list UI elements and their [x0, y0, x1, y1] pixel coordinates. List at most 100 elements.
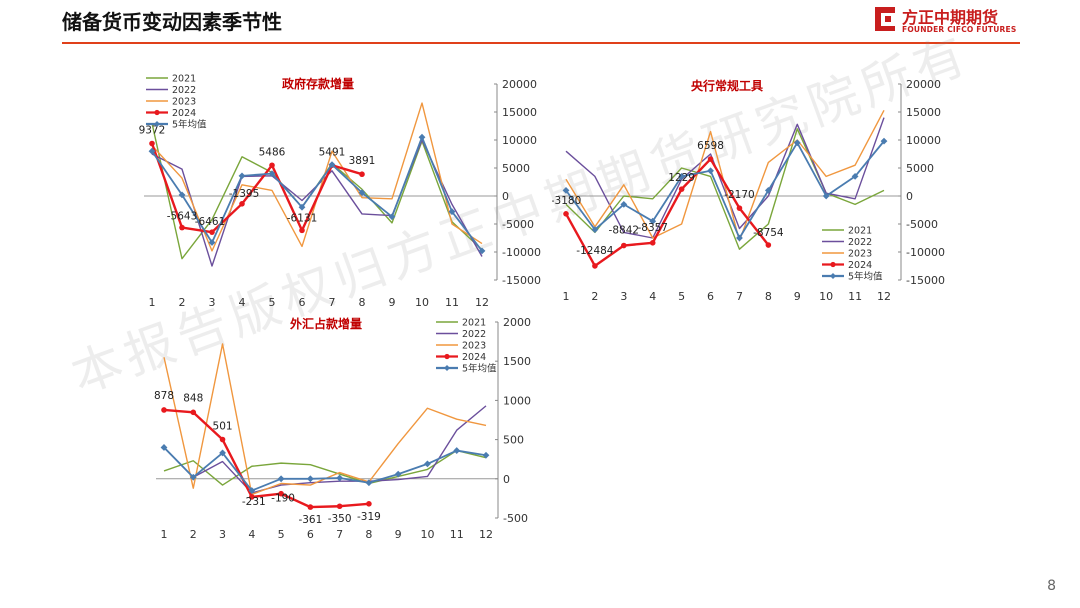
point-5年均值 — [336, 474, 344, 482]
point-5年均值 — [328, 161, 336, 169]
x-tick-label: 4 — [239, 296, 246, 309]
y-tick-label: -5000 — [906, 218, 938, 231]
x-tick-label: 3 — [620, 290, 627, 303]
chart-title: 央行常规工具 — [691, 78, 763, 93]
x-tick-label: 3 — [209, 296, 216, 309]
point-5年均值 — [189, 473, 197, 481]
legend-label: 2024 — [848, 260, 872, 271]
x-tick-label: 2 — [190, 528, 197, 541]
point-2024 — [190, 409, 197, 416]
point-2024 — [563, 211, 569, 217]
legend-label: 2024 — [172, 108, 196, 119]
point-5年均值 — [649, 217, 657, 225]
legend-label: 2021 — [462, 318, 486, 329]
data-label: -5643 — [167, 211, 198, 223]
point-5年均值 — [418, 133, 426, 141]
point-5年均值 — [793, 139, 801, 147]
x-tick-label: 1 — [161, 528, 168, 541]
y-tick-label: 2000 — [503, 316, 531, 329]
data-label: -190 — [271, 493, 295, 505]
x-tick-label: 9 — [389, 296, 396, 309]
x-tick-label: 12 — [475, 296, 489, 309]
legend-label: 2023 — [172, 97, 196, 108]
point-5年均值 — [277, 475, 285, 483]
y-tick-label: -500 — [503, 512, 528, 525]
series-line-2022 — [565, 117, 885, 239]
legend-label: 2022 — [848, 237, 872, 248]
point-2024 — [269, 162, 275, 169]
point-2024 — [592, 263, 598, 269]
data-label: -8357 — [637, 222, 668, 234]
brand-logo: 方正中期期货 FOUNDER CIFCO FUTURES — [872, 4, 1022, 38]
data-label: 5486 — [259, 146, 286, 158]
point-5年均值 — [851, 173, 859, 180]
point-2024 — [239, 201, 245, 207]
y-tick-label: 5000 — [906, 162, 934, 175]
logo-text: 方正中期期货 — [902, 8, 999, 27]
legend-label: 2022 — [172, 85, 196, 96]
point-5年均值 — [707, 167, 714, 175]
data-label: 9372 — [139, 125, 166, 137]
y-tick-label: 15000 — [906, 106, 941, 119]
legend-label: 2023 — [848, 249, 872, 260]
point-5年均值 — [394, 470, 402, 478]
x-tick-label: 11 — [450, 528, 464, 541]
x-tick-label: 2 — [591, 290, 598, 303]
x-tick-label: 9 — [395, 528, 402, 541]
x-tick-label: 10 — [420, 528, 434, 541]
point-2024 — [149, 140, 155, 147]
legend-label: 5年均值 — [172, 119, 207, 131]
x-tick-label: 4 — [248, 528, 255, 541]
x-tick-label: 6 — [307, 528, 314, 541]
legend-marker — [154, 109, 160, 116]
point-5年均值 — [365, 479, 373, 487]
x-tick-label: 11 — [848, 290, 862, 303]
data-label: -319 — [357, 511, 381, 523]
y-tick-label: 5000 — [502, 162, 530, 175]
point-5年均值 — [238, 172, 246, 180]
data-label: 501 — [213, 421, 233, 433]
data-label: 1229 — [668, 172, 695, 184]
title-divider — [62, 42, 1020, 44]
legend-label: 2022 — [462, 329, 486, 340]
legend-marker — [830, 273, 836, 279]
x-tick-label: 9 — [794, 290, 801, 303]
point-2024 — [278, 490, 284, 497]
point-5年均值 — [208, 239, 216, 246]
x-tick-label: 6 — [707, 290, 714, 303]
x-tick-label: 4 — [649, 290, 656, 303]
data-label: -2170 — [724, 189, 755, 201]
y-tick-label: -10000 — [502, 246, 541, 259]
x-tick-label: 5 — [678, 290, 685, 303]
x-tick-label: 1 — [563, 290, 570, 303]
y-tick-label: 500 — [503, 434, 524, 447]
point-2024 — [649, 239, 656, 246]
x-tick-label: 8 — [359, 296, 366, 309]
point-5年均值 — [448, 208, 456, 216]
point-2024 — [161, 407, 167, 413]
point-2024 — [359, 171, 365, 178]
point-5年均值 — [764, 187, 772, 194]
x-tick-label: 12 — [877, 290, 891, 303]
data-label: -6461 — [195, 216, 226, 228]
x-tick-label: 3 — [219, 528, 226, 541]
series-line-5年均值 — [565, 140, 885, 239]
logo-icon — [875, 7, 895, 31]
point-5年均值 — [248, 487, 256, 494]
legend-marker — [444, 365, 450, 371]
data-label: 3891 — [349, 155, 376, 167]
point-5年均值 — [591, 226, 599, 233]
y-tick-label: 20000 — [502, 78, 537, 91]
series-line-5年均值 — [151, 136, 483, 252]
data-label: 5491 — [319, 146, 346, 158]
point-5年均值 — [306, 475, 314, 483]
x-tick-label: 5 — [269, 296, 276, 309]
y-tick-label: -15000 — [906, 274, 945, 287]
x-tick-label: 7 — [736, 290, 743, 303]
series-line-2021 — [565, 128, 885, 250]
point-2024 — [707, 156, 714, 162]
point-5年均值 — [219, 449, 226, 457]
